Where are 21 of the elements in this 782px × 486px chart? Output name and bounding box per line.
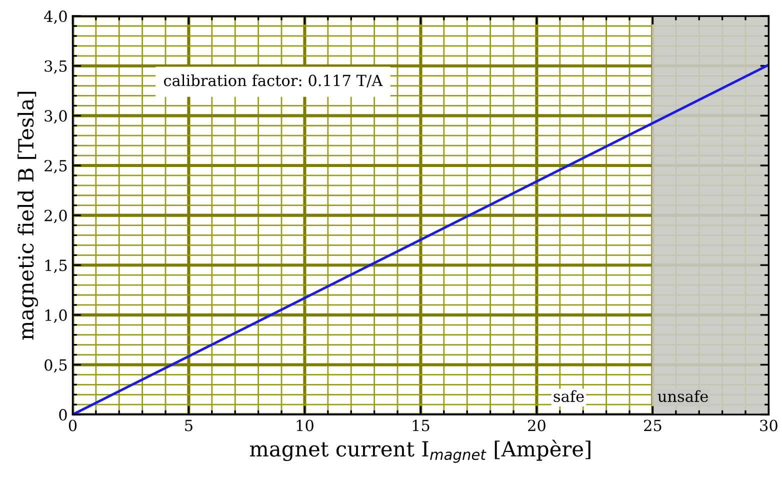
x-tick-label: 20 (528, 420, 546, 432)
x-tick-label: 25 (644, 420, 662, 432)
x-tick-label: 15 (412, 420, 430, 432)
y-axis-title: magnetic field B [Tesla] (18, 92, 38, 340)
y-tick-label: 1,0 (45, 309, 67, 323)
x-axis-title: magnet current I$_{magnet}$ [Ampère] (250, 440, 590, 463)
annotation: calibration factor: 0.117 T/A (164, 74, 383, 88)
x-tick-label: 0 (68, 420, 77, 432)
y-tick-label: 1,5 (45, 260, 67, 273)
x-tick-label: 5 (185, 420, 192, 432)
x-tick-label: 10 (296, 420, 314, 432)
y-tick-label: 3,5 (44, 60, 67, 74)
y-tick-label: 0,5 (44, 359, 67, 373)
y-tick-label: 0 (59, 409, 67, 421)
y-tick-label: 2,5 (44, 160, 67, 174)
annotation: safe (554, 390, 584, 402)
y-tick-label: 3,0 (44, 110, 67, 124)
y-tick-label: 4,0 (44, 10, 67, 24)
y-tick-label: 2,0 (44, 210, 67, 224)
band-label: unsafe (658, 390, 708, 402)
x-tick-label: 30 (760, 420, 778, 432)
